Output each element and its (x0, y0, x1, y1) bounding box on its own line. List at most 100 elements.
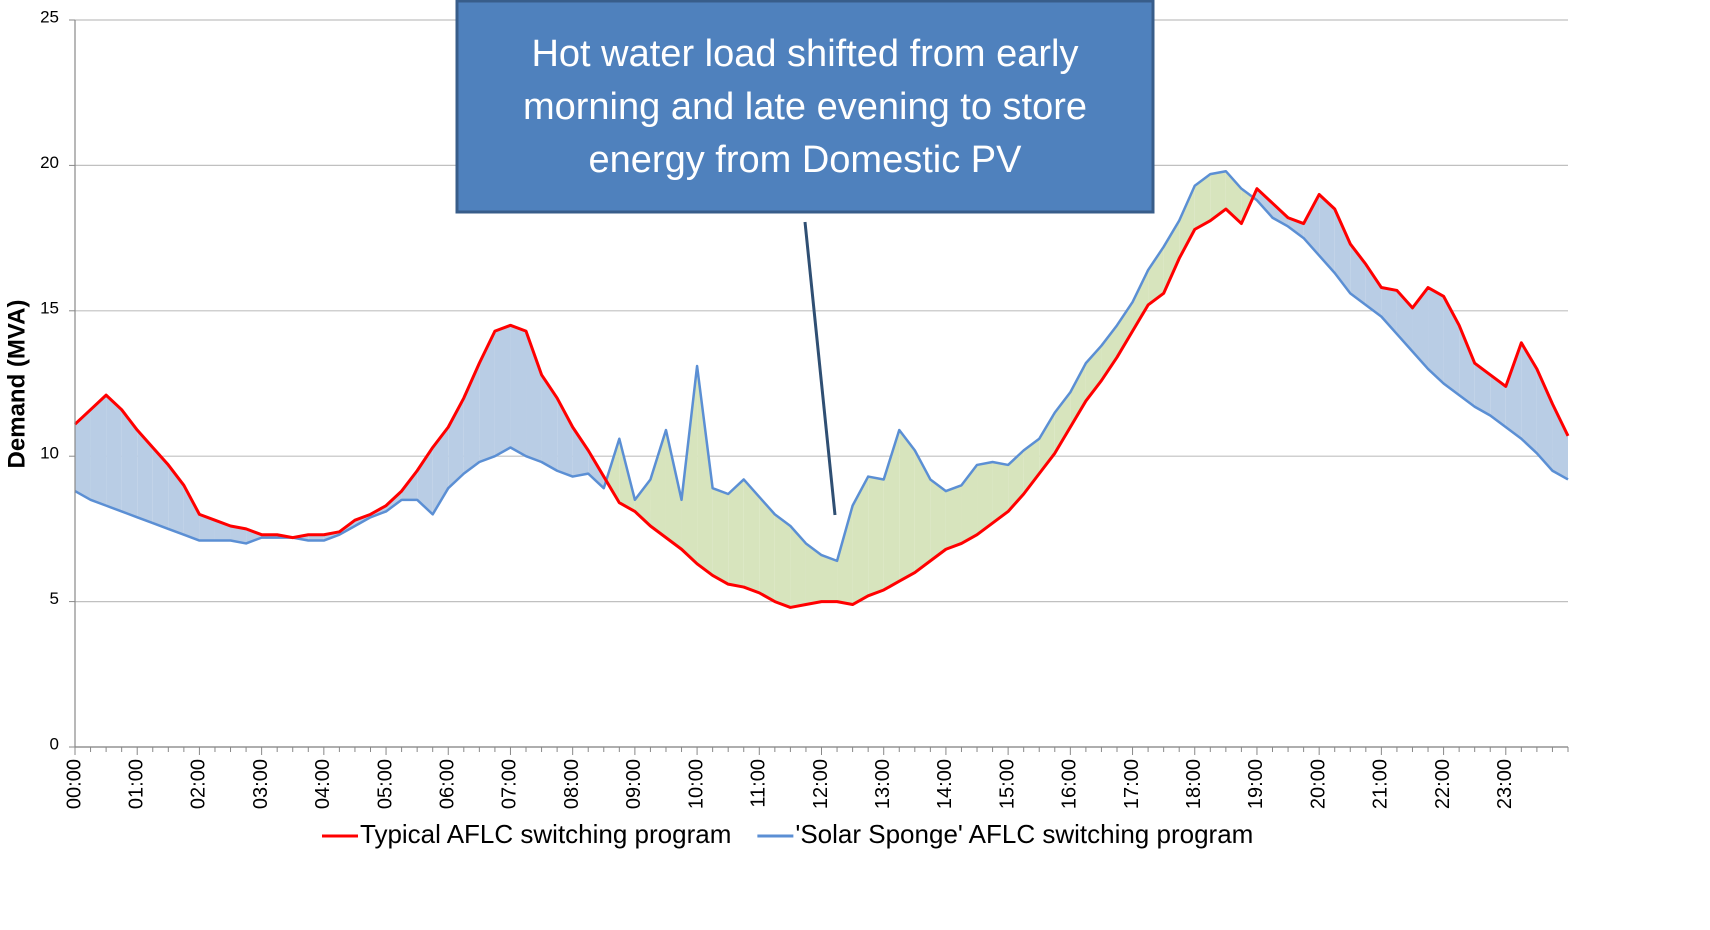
x-tick-label: 22:00 (1432, 759, 1454, 809)
fill-between (199, 514, 215, 541)
annotation-line: energy from Domestic PV (589, 139, 1023, 181)
y-tick-label: 0 (50, 734, 59, 753)
fill-between (417, 447, 433, 515)
x-tick-label: 21:00 (1370, 759, 1392, 809)
fill-between (1505, 342, 1522, 439)
fill-between (977, 462, 993, 535)
fill-between (650, 430, 666, 538)
fill-between (1428, 287, 1444, 384)
fill-between (1381, 287, 1397, 335)
fill-between (510, 325, 527, 457)
y-tick-label: 10 (40, 444, 59, 463)
fill-between (606, 438, 620, 503)
x-tick-label: 06:00 (437, 759, 459, 809)
fill-between (90, 395, 107, 506)
fill-between (1490, 374, 1506, 428)
fill-between (1256, 188, 1273, 218)
y-tick-label: 25 (40, 7, 59, 26)
x-tick-label: 12:00 (810, 759, 832, 809)
fill-between (1459, 325, 1475, 407)
x-tick-label: 20:00 (1307, 759, 1329, 809)
fill-between (1194, 174, 1211, 230)
fill-between (852, 476, 869, 605)
fill-between (759, 496, 775, 602)
fill-between (541, 374, 558, 471)
annotation-line: morning and late evening to store (523, 86, 1087, 128)
fill-between (1272, 203, 1289, 227)
fill-between (557, 398, 573, 477)
y-tick-label: 15 (40, 298, 59, 317)
x-tick-label: 18:00 (1183, 759, 1205, 809)
x-tick-label: 05:00 (374, 759, 396, 809)
lines (73, 169, 1570, 609)
annotation-box (455, 0, 1155, 214)
fill-between (1163, 220, 1180, 294)
x-tick-label: 04:00 (312, 759, 334, 809)
x-tick-label: 11:00 (748, 759, 770, 808)
fill-between (75, 409, 91, 500)
x-tick-label: 08:00 (561, 759, 583, 809)
fill-between (106, 395, 122, 512)
fill-between (790, 525, 806, 608)
fill-between (914, 450, 931, 573)
fill-between (1303, 194, 1320, 256)
x-tick-label: 03:00 (250, 759, 272, 809)
fill-between (1412, 287, 1429, 369)
fill-between (1334, 209, 1351, 294)
fill-between (868, 476, 884, 596)
x-tick-label: 15:00 (996, 759, 1018, 809)
legend-label: 'Solar Sponge' AFLC switching program (795, 819, 1253, 849)
fill-between (805, 543, 822, 605)
fill-between (494, 325, 511, 457)
x-tick-label: 00:00 (63, 759, 85, 809)
fill-between (712, 488, 729, 585)
annotation-line: Hot water load shifted from early (531, 33, 1078, 75)
fill-between (1319, 194, 1335, 273)
fill-between (697, 366, 713, 576)
x-tick-label: 10:00 (685, 759, 707, 809)
legend-label: Typical AFLC switching program (360, 819, 731, 849)
fill-between (774, 514, 791, 608)
fill-between (183, 485, 200, 541)
x-tick-label: 23:00 (1494, 759, 1516, 809)
annotation-pointer (803, 221, 837, 516)
fill-between (728, 479, 744, 588)
x-tick-label: 16:00 (1059, 759, 1081, 809)
y-axis-label: Demand (MVA) (3, 300, 30, 469)
fill-between (1070, 363, 1086, 428)
fill-between (1521, 342, 1537, 454)
fill-between (1148, 246, 1164, 305)
fill-between (681, 366, 698, 564)
fill-between (137, 430, 153, 524)
fill-between (1474, 363, 1491, 416)
fill-between (930, 479, 946, 561)
series-line (73, 187, 1570, 609)
fill-between (821, 555, 838, 602)
fill-between (1536, 368, 1553, 471)
x-tick-label: 19:00 (1245, 759, 1267, 809)
fill-between (1365, 264, 1382, 317)
x-tick-label: 07:00 (499, 759, 521, 809)
x-tick-label: 17:00 (1121, 759, 1143, 809)
y-tick-label: 20 (40, 153, 59, 172)
x-tick-label: 09:00 (623, 759, 645, 809)
fill-between (121, 409, 138, 518)
fill-between (526, 331, 542, 463)
fill-between (1132, 270, 1149, 332)
fill-between (230, 525, 247, 544)
fill-between (992, 462, 1009, 524)
fill-between (479, 331, 495, 463)
fill-between (1101, 325, 1117, 381)
fill-between (1552, 403, 1568, 480)
fill-between (837, 505, 853, 605)
fill-between (945, 485, 962, 550)
fill-between (246, 528, 262, 544)
x-tick-label: 01:00 (125, 759, 147, 809)
fill-between (1023, 438, 1040, 495)
fill-between (152, 447, 169, 529)
fill-between (1210, 171, 1226, 221)
x-tick-label: 02:00 (188, 759, 210, 809)
legend: Typical AFLC switching program 'Solar Spo… (322, 819, 1253, 849)
fill-between (743, 479, 760, 593)
axes: 0 5 10 15 20 25 00:00 01:00 02:00 03:00 04:00 05:00… (40, 7, 1569, 809)
